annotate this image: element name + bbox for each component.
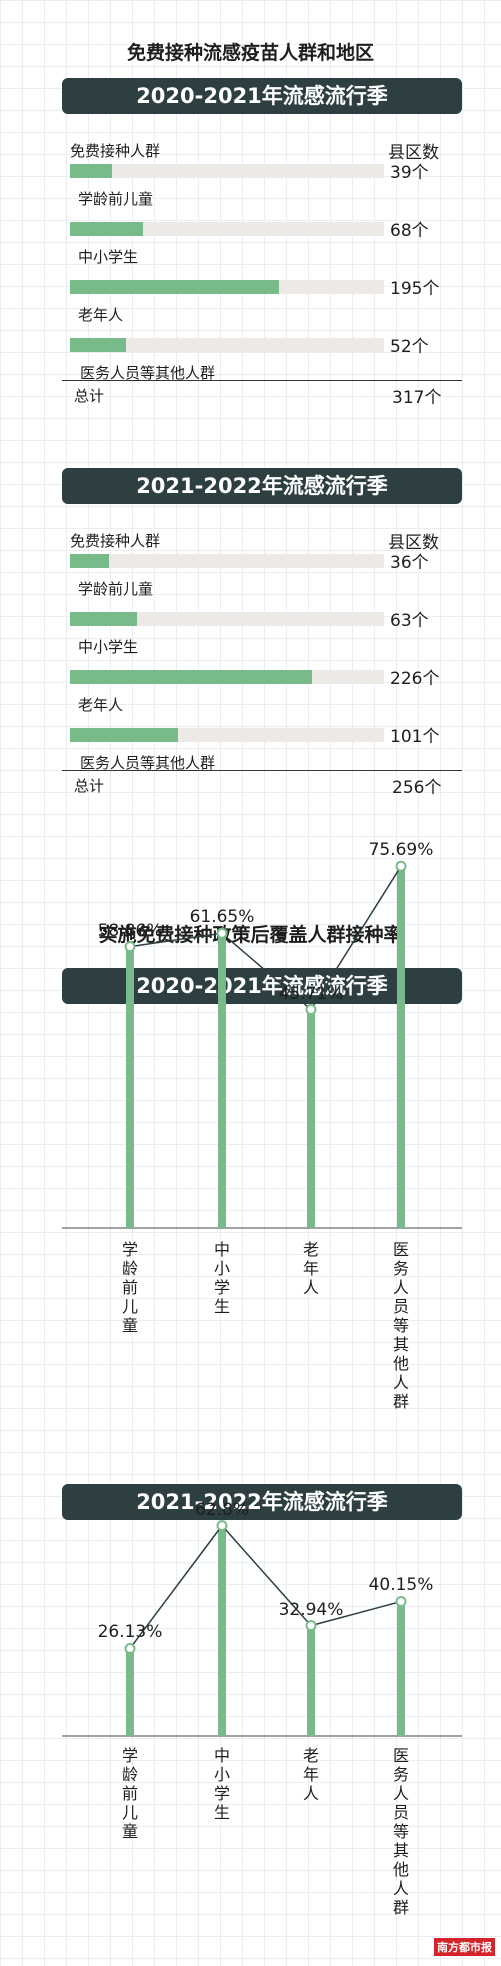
rate-point-1 <box>124 941 136 953</box>
rate-point-2 <box>216 927 228 939</box>
season-banner-2: 2021-2022年流感流行季 <box>62 468 462 504</box>
rate-label-2: 62.8% <box>194 1499 249 1520</box>
rate-stem-1 <box>126 946 134 1228</box>
rate-label-2: 61.65% <box>189 907 255 928</box>
row-count-2: 63个 <box>390 611 429 631</box>
row-label-4: 医务人员等其他人群 <box>80 754 216 772</box>
rate-stem-4 <box>397 866 405 1228</box>
category-label-3: 老年人 <box>302 1240 319 1297</box>
bar-fill-4 <box>70 728 178 742</box>
rate-stem-4 <box>397 1601 405 1736</box>
newspaper-logo: 南方都市报 <box>434 1938 495 1956</box>
total-label: 总计 <box>74 777 105 795</box>
table-header-group: 免费接种人群 <box>70 532 161 550</box>
row-label-2: 中小学生 <box>78 638 139 656</box>
row-label-2: 中小学生 <box>78 248 139 266</box>
row-label-1: 学龄前儿童 <box>78 190 154 208</box>
category-label-4: 医务人员等其他人群 <box>392 1746 409 1917</box>
rate-label-1: 58.86% <box>97 920 163 941</box>
rate-label-1: 26.13% <box>97 1622 163 1643</box>
rate-point-3 <box>305 1004 317 1016</box>
row-label-4: 医务人员等其他人群 <box>80 364 216 382</box>
rate-stem-1 <box>126 1648 134 1736</box>
season-banner-1: 2020-2021年流感流行季 <box>62 78 462 114</box>
table-divider <box>62 770 462 771</box>
row-count-3: 226个 <box>390 669 440 689</box>
rate-line <box>129 1524 402 1649</box>
table-divider <box>62 380 462 381</box>
rate-point-2 <box>216 1520 228 1532</box>
rate-point-4 <box>395 860 407 872</box>
table-header-count: 县区数 <box>388 143 439 163</box>
bar-fill-3 <box>70 670 312 684</box>
rate-stem-2 <box>218 1525 226 1736</box>
row-count-1: 39个 <box>390 163 429 183</box>
bar-fill-3 <box>70 280 279 294</box>
bar-fill-2 <box>70 612 137 626</box>
rate-point-4 <box>395 1595 407 1607</box>
category-label-2: 中小学生 <box>213 1746 230 1822</box>
bar-track <box>70 612 384 626</box>
category-label-3: 老年人 <box>302 1746 319 1803</box>
row-count-4: 52个 <box>390 337 429 357</box>
category-label-4: 医务人员等其他人群 <box>392 1240 409 1411</box>
category-label-2: 中小学生 <box>213 1240 230 1316</box>
bar-track <box>70 222 384 236</box>
season-banner-4: 2021-2022年流感流行季 <box>62 1484 462 1520</box>
rate-stem-2 <box>218 933 226 1228</box>
bar-fill-1 <box>70 554 109 568</box>
bar-track <box>70 554 384 568</box>
bar-track <box>70 164 384 178</box>
rate-label-3: 45.71% <box>278 983 344 1004</box>
row-count-2: 68个 <box>390 221 429 241</box>
row-count-3: 195个 <box>390 279 440 299</box>
category-label-1: 学龄前儿童 <box>121 1240 138 1335</box>
bar-fill-2 <box>70 222 143 236</box>
rate-point-1 <box>124 1642 136 1654</box>
rate-point-3 <box>305 1620 317 1632</box>
row-count-4: 101个 <box>390 727 440 747</box>
category-label-1: 学龄前儿童 <box>121 1746 138 1841</box>
bar-fill-4 <box>70 338 126 352</box>
rate-label-4: 75.69% <box>368 840 434 861</box>
rate-stem-3 <box>307 1009 315 1228</box>
rate-label-4: 40.15% <box>368 1575 434 1596</box>
section1-title: 免费接种流感疫苗人群和地区 <box>126 42 374 64</box>
total-count: 256个 <box>392 778 442 798</box>
row-label-3: 老年人 <box>78 696 124 714</box>
rate-line <box>129 865 402 1011</box>
table-header-group: 免费接种人群 <box>70 142 161 160</box>
rate-stem-3 <box>307 1625 315 1736</box>
row-count-1: 36个 <box>390 553 429 573</box>
row-label-1: 学龄前儿童 <box>78 580 154 598</box>
rate-label-3: 32.94% <box>278 1599 344 1620</box>
table-header-count: 县区数 <box>388 533 439 553</box>
bar-track <box>70 338 384 352</box>
bar-fill-1 <box>70 164 112 178</box>
row-label-3: 老年人 <box>78 306 124 324</box>
total-count: 317个 <box>392 388 442 408</box>
total-label: 总计 <box>74 387 105 405</box>
